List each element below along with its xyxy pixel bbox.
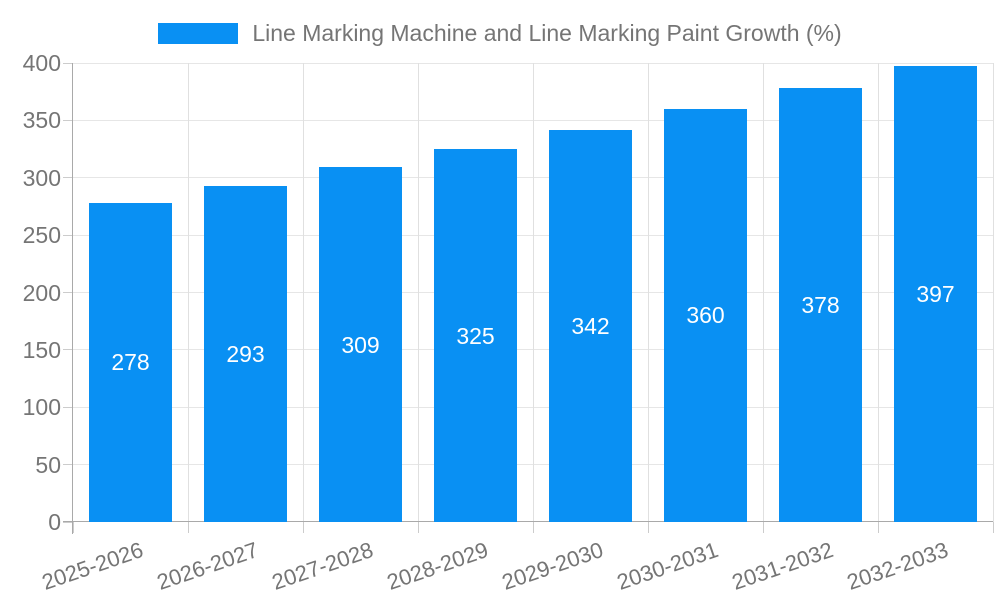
x-axis-tick <box>187 522 189 533</box>
bar-value-label: 378 <box>801 292 840 319</box>
gridline-vertical <box>877 63 879 522</box>
bar-value-label: 278 <box>111 349 150 376</box>
y-axis-tick <box>63 349 73 351</box>
legend-swatch <box>158 23 239 44</box>
gridline-vertical <box>417 63 419 522</box>
bar-value-label: 360 <box>686 302 725 329</box>
bar[interactable] <box>664 108 747 522</box>
gridline-vertical <box>302 63 304 522</box>
gridline-vertical <box>187 63 189 522</box>
bar[interactable] <box>89 202 172 522</box>
y-tick-label: 0 <box>48 509 61 535</box>
y-axis-tick <box>63 119 73 121</box>
y-axis-tick <box>63 177 73 179</box>
x-axis-tick <box>72 522 74 533</box>
gridline-vertical <box>532 63 534 522</box>
bar-value-label: 293 <box>226 340 265 367</box>
y-axis-tick <box>63 464 73 466</box>
y-tick-label: 100 <box>22 394 61 421</box>
y-tick-label: 200 <box>22 279 61 306</box>
x-axis-line <box>63 521 993 522</box>
x-axis-tick <box>992 522 994 533</box>
y-axis-tick <box>63 62 73 64</box>
bar[interactable] <box>779 88 862 522</box>
x-axis-tick <box>877 522 879 533</box>
bar-value-label: 309 <box>341 331 380 358</box>
x-tick-label: 2029-2030 <box>499 537 607 595</box>
x-tick-label: 2032-2033 <box>844 537 952 595</box>
bar[interactable] <box>204 185 287 522</box>
bar[interactable] <box>434 149 517 522</box>
x-tick-label: 2027-2028 <box>269 537 377 595</box>
legend: Line Marking Machine and Line Marking Pa… <box>0 20 1000 47</box>
x-tick-label: 2026-2027 <box>154 537 262 595</box>
y-axis-line <box>72 63 73 534</box>
y-axis-tick <box>63 521 73 523</box>
gridline-vertical <box>647 63 649 522</box>
y-axis-tick <box>63 292 73 293</box>
x-tick-label: 2025-2026 <box>39 537 147 595</box>
x-axis-tick <box>417 522 419 533</box>
y-tick-label: 300 <box>22 164 61 191</box>
gridline-vertical <box>762 63 764 522</box>
y-tick-label: 400 <box>22 50 61 76</box>
x-tick-label: 2030-2031 <box>614 537 722 595</box>
y-tick-label: 50 <box>35 451 61 478</box>
y-tick-label: 150 <box>22 336 61 363</box>
bar-value-label: 325 <box>456 322 495 349</box>
gridline-vertical <box>992 63 994 522</box>
bar[interactable] <box>319 167 402 522</box>
y-tick-label: 350 <box>22 107 61 134</box>
x-tick-label: 2028-2029 <box>384 537 492 595</box>
bar-value-label: 342 <box>571 312 610 339</box>
y-axis-tick <box>63 234 73 236</box>
y-axis-tick <box>63 406 73 408</box>
chart-title: Line Marking Machine and Line Marking Pa… <box>252 20 842 46</box>
bar[interactable] <box>549 129 632 522</box>
bar-value-label: 397 <box>916 281 955 308</box>
legend-item[interactable]: Line Marking Machine and Line Marking Pa… <box>158 20 842 47</box>
x-axis-tick <box>532 522 534 533</box>
x-axis-tick <box>647 522 649 533</box>
x-axis-tick <box>762 522 764 533</box>
x-axis-tick <box>302 522 304 533</box>
y-tick-label: 250 <box>22 222 61 249</box>
x-tick-label: 2031-2032 <box>729 537 837 595</box>
bar[interactable] <box>894 66 977 522</box>
